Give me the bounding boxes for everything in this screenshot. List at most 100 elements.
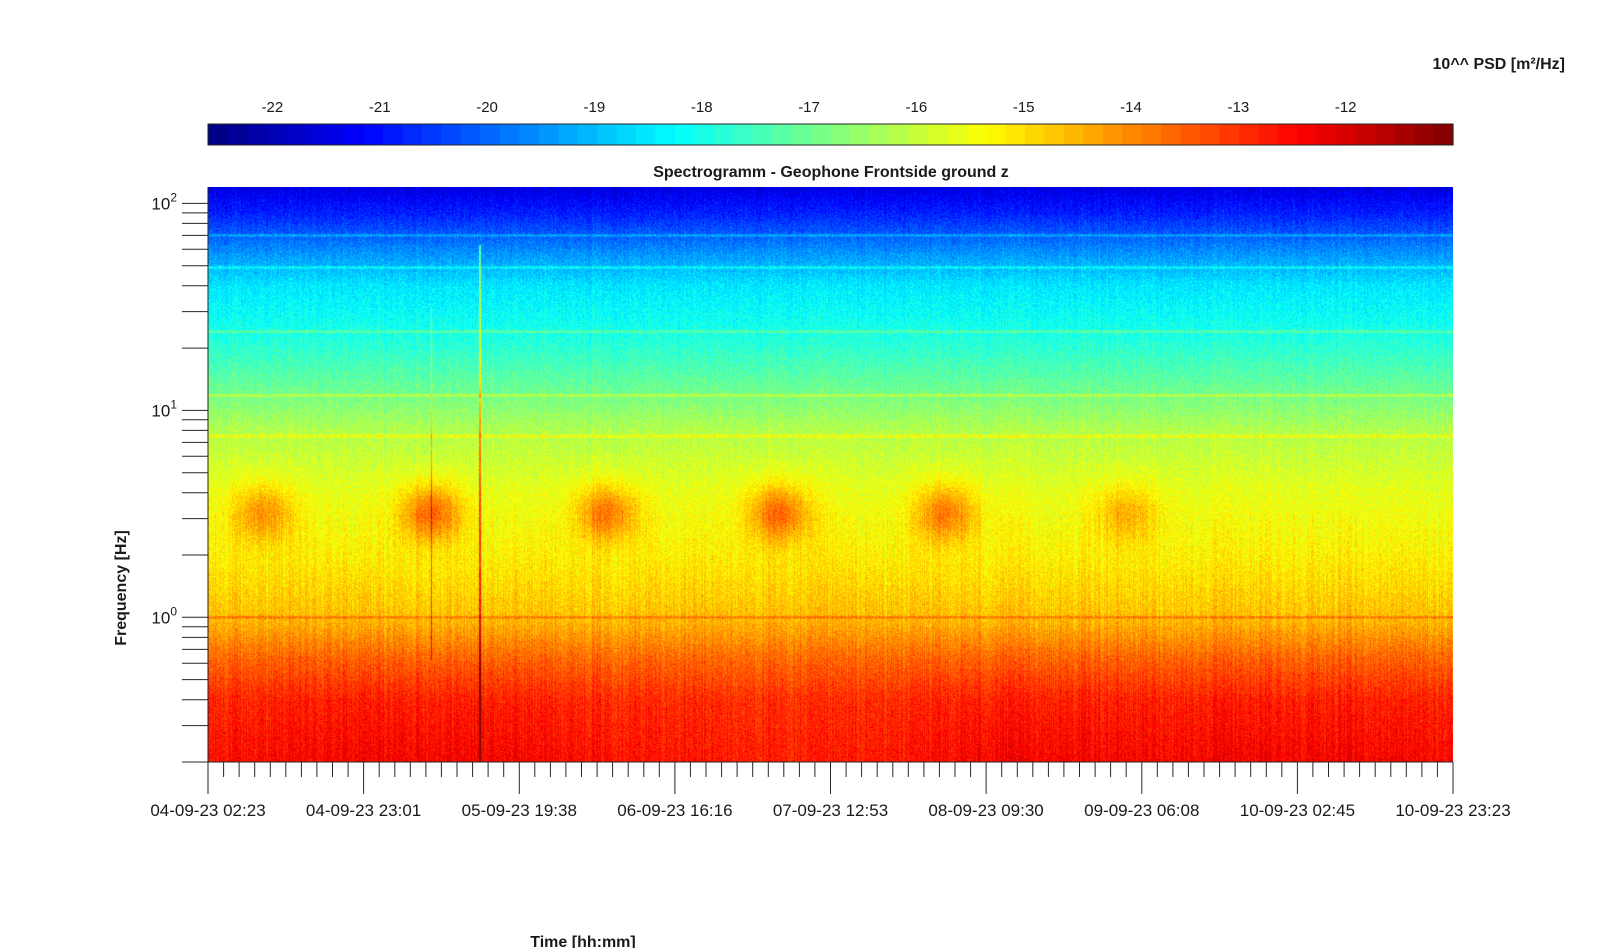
colorbar-tick-label: -13 [1228,99,1250,116]
colorbar-step [383,124,404,145]
colorbar-step [1219,124,1240,145]
colorbar-step [227,124,248,145]
colorbar-step [597,124,618,145]
colorbar-step [305,124,326,145]
y-tick-exponent: 1 [170,397,177,411]
colorbar-step [285,124,306,145]
x-tick-label: 04-09-23 02:23 [150,801,265,820]
x-tick-label: 06-09-23 16:16 [617,801,732,820]
colorbar-step [1200,124,1221,145]
colorbar-step [1005,124,1026,145]
colorbar-step [519,124,540,145]
colorbar-tick-label: -14 [1120,99,1142,116]
colorbar-step [772,124,793,145]
colorbar-step [1394,124,1415,145]
colorbar-step [791,124,812,145]
colorbar-step [441,124,462,145]
colorbar-step [849,124,870,145]
colorbar-tick-label: -19 [584,99,606,116]
colorbar-tick-label: -20 [476,99,498,116]
colorbar-step [1180,124,1201,145]
colorbar-step [1044,124,1065,145]
colorbar-step [830,124,851,145]
colorbar-step [1102,124,1123,145]
colorbar: -22 -21 -20 -19 -18 -17 -16 -15 -14 -13 -12 [207,99,1454,146]
colorbar-step [694,124,715,145]
colorbar-step [538,124,559,145]
colorbar-step [733,124,754,145]
y-tick-label: 101 [151,397,177,420]
colorbar-tick-label: -12 [1335,99,1357,116]
spectrogram-heatmap [208,187,1453,762]
y-tick-label: 100 [151,604,177,627]
y-tick-exponent: 2 [170,190,177,204]
colorbar-step [363,124,384,145]
colorbar-title: 10^^ PSD [m²/Hz] [1433,56,1565,73]
colorbar-step [616,124,637,145]
x-tick-label: 10-09-23 23:23 [1395,801,1510,820]
colorbar-step [811,124,832,145]
x-tick-label: 09-09-23 06:08 [1084,801,1199,820]
y-tick-label: 102 [151,190,177,213]
colorbar-step [655,124,676,145]
colorbar-step [674,124,695,145]
colorbar-step [208,124,229,145]
colorbar-step [1025,124,1046,145]
colorbar-step [480,124,501,145]
y-tick-base: 10 [151,194,170,213]
plot-area [208,187,1453,762]
x-tick-label: 04-09-23 23:01 [306,801,421,820]
colorbar-step [558,124,579,145]
x-axis-label: Time [hh:mm] [530,934,635,948]
colorbar-step [1258,124,1279,145]
colorbar-step [402,124,423,145]
x-tick-label: 05-09-23 19:38 [462,801,577,820]
colorbar-tick-label: -16 [906,99,928,116]
colorbar-step [752,124,773,145]
colorbar-step [1239,124,1260,145]
colorbar-step [713,124,734,145]
colorbar-step [1141,124,1162,145]
colorbar-step [1336,124,1357,145]
colorbar-step [1355,124,1376,145]
y-tick-exponent: 0 [170,604,177,618]
colorbar-step [1316,124,1337,145]
colorbar-step [908,124,929,145]
colorbar-step [499,124,520,145]
colorbar-step [966,124,987,145]
y-tick-base: 10 [151,401,170,420]
colorbar-tick-label: -15 [1013,99,1035,116]
colorbar-step [246,124,267,145]
x-tick-label: 08-09-23 09:30 [928,801,1043,820]
colorbar-step [1063,124,1084,145]
colorbar-step [869,124,890,145]
colorbar-tick-label: -21 [369,99,391,116]
colorbar-step [577,124,598,145]
x-axis: 04-09-23 02:23 04-09-23 23:01 05-09-23 19:… [150,761,1511,820]
colorbar-step [1122,124,1143,145]
colorbar-step [986,124,1007,145]
colorbar-step [1277,124,1298,145]
colorbar-step [344,124,365,145]
colorbar-frame [207,123,1454,146]
colorbar-step [1375,124,1396,145]
colorbar-step [324,124,345,145]
x-tick-label: 10-09-23 02:45 [1240,801,1355,820]
y-tick-base: 10 [151,608,170,627]
colorbar-tick-label: -17 [798,99,820,116]
colorbar-step [421,124,443,145]
colorbar-step [1161,124,1182,145]
colorbar-step [888,124,909,145]
chart-title: Spectrogramm - Geophone Frontside ground… [653,164,1009,181]
colorbar-step [460,124,481,145]
colorbar-tick-label: -18 [691,99,713,116]
y-axis-label: Frequency [Hz] [113,530,130,646]
colorbar-steps [207,123,1454,146]
colorbar-step [1297,124,1318,145]
colorbar-step [1433,124,1454,145]
x-tick-label: 07-09-23 12:53 [773,801,888,820]
colorbar-step [947,124,968,145]
colorbar-step [266,124,287,145]
